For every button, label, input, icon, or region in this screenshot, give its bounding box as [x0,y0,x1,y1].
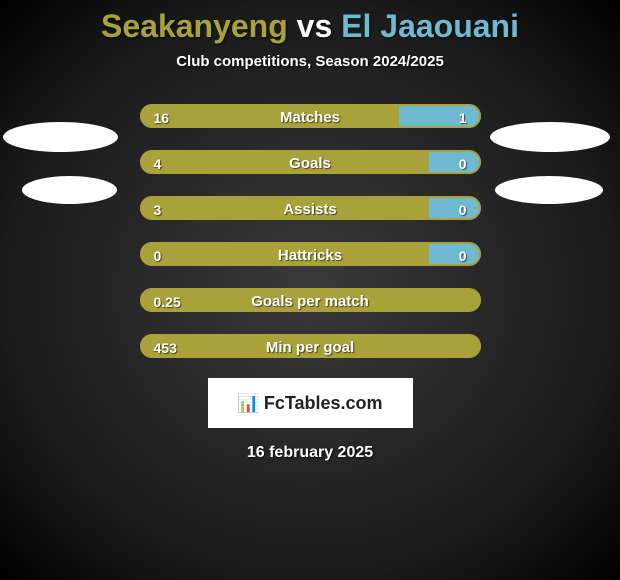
avatar-left-1 [3,122,118,152]
bar-value-right: 0 [459,242,467,268]
logo-text: FcTables.com [264,393,383,414]
bar-value-left: 16 [154,104,170,130]
chart-icon: 📊 [237,393,259,414]
bar-value-right: 0 [459,196,467,222]
page-title: Seakanyeng vs El Jaaouani [0,0,620,45]
bar-row: Goals per match0.25 [138,286,483,314]
bar-row: Matches16 1 [138,102,483,130]
bar-label: Matches [140,104,481,130]
comparison-bars: Matches161Goals40Assists30Hattricks00Goa… [138,102,483,360]
bar-value-right: 1 [459,104,467,130]
date: 16 february 2025 [0,444,620,462]
title-p2: El Jaaouani [341,8,519,44]
avatar-right-1 [490,122,610,152]
title-p1: Seakanyeng [101,8,288,44]
title-vs: vs [297,8,333,44]
bar-value-left: 453 [154,334,177,360]
avatar-right-2 [495,176,603,204]
bar-value-left: 4 [154,150,162,176]
logo: 📊 FcTables.com [208,378,413,428]
bar-label: Hattricks [140,242,481,268]
subtitle: Club competitions, Season 2024/2025 [0,53,620,70]
bar-label: Assists [140,196,481,222]
bar-label: Min per goal [140,334,481,360]
bar-row: Min per goal453 [138,332,483,360]
bar-row: Assists3 0 [138,194,483,222]
bar-row: Hattricks0 0 [138,240,483,268]
bar-value-left: 3 [154,196,162,222]
content: Seakanyeng vs El Jaaouani Club competiti… [0,0,620,580]
bar-value-left: 0.25 [154,288,181,314]
bar-value-right: 0 [459,150,467,176]
bar-label: Goals per match [140,288,481,314]
avatar-left-2 [22,176,117,204]
bar-row: Goals4 0 [138,148,483,176]
bar-value-left: 0 [154,242,162,268]
bar-label: Goals [140,150,481,176]
